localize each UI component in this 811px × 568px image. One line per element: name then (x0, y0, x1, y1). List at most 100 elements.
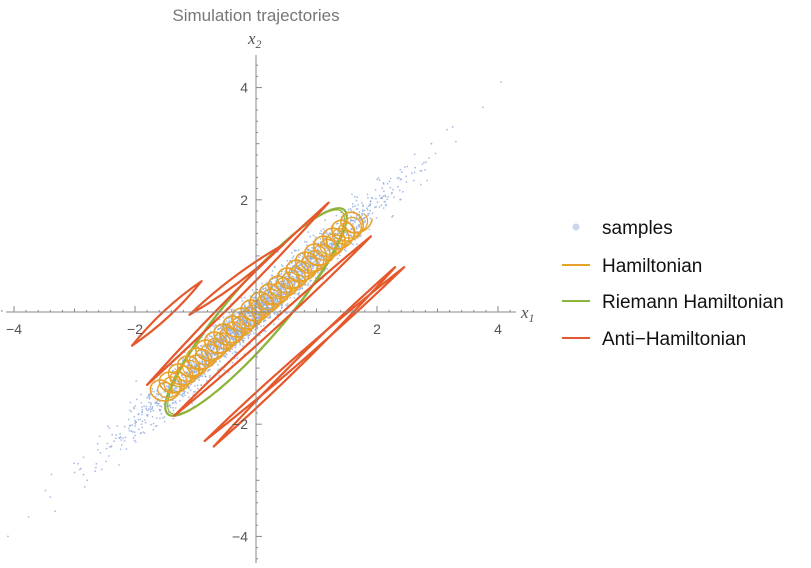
sample-point (345, 234, 348, 237)
sample-point (381, 187, 384, 190)
sample-point (197, 345, 199, 348)
sample-point (400, 178, 403, 180)
sample-point (116, 425, 119, 427)
sample-point (155, 424, 158, 427)
sample-point (110, 445, 113, 448)
sample-point (105, 447, 108, 450)
sample-point (285, 275, 287, 278)
sample-point (108, 427, 111, 429)
sample-point (328, 232, 331, 235)
sample-point (316, 248, 319, 251)
sample-point (216, 328, 219, 331)
sample-point (160, 412, 163, 415)
sample-point (350, 218, 352, 221)
sample-point (207, 337, 210, 340)
sample-point (151, 408, 153, 410)
sample-point (181, 392, 184, 395)
sample-point (329, 235, 332, 238)
sample-point (120, 444, 123, 446)
anti-hamiltonian-loop (146, 201, 330, 386)
sample-point (139, 432, 142, 435)
sample-point (96, 442, 99, 445)
sample-point (165, 385, 168, 387)
sample-point (254, 306, 256, 309)
y-tick-label: −2 (232, 416, 248, 432)
sample-point (174, 368, 177, 370)
sample-point (281, 265, 284, 267)
sample-point (7, 535, 9, 538)
sample-point (141, 426, 144, 429)
sample-point (360, 234, 362, 237)
sample-point (351, 219, 354, 222)
sample-point (229, 332, 232, 335)
sample-point (134, 441, 137, 443)
sample-point (155, 402, 158, 405)
sample-point (141, 406, 143, 408)
sample-point (274, 291, 277, 294)
sample-point (326, 268, 328, 270)
sample-point (187, 387, 190, 389)
sample-point (241, 339, 244, 342)
sample-point (154, 425, 157, 428)
sample-point (142, 431, 145, 433)
sample-point (234, 346, 237, 349)
sample-point (172, 406, 174, 409)
sample-point (148, 407, 150, 410)
sample-point (183, 390, 185, 393)
sample-point (293, 285, 296, 288)
sample-point (240, 332, 242, 334)
legend-entry-riemann-hamiltonian: Riemann Hamiltonian (562, 292, 784, 313)
sample-point (96, 449, 99, 451)
sample-point (292, 255, 295, 258)
sample-point (201, 375, 204, 377)
sample-point (307, 249, 309, 252)
sample-point (378, 179, 381, 182)
sample-point (326, 249, 329, 252)
sample-point (111, 433, 114, 436)
sample-point (295, 249, 297, 252)
sample-point (286, 259, 289, 262)
sample-point (179, 399, 181, 402)
sample-point (203, 346, 206, 348)
sample-point (313, 260, 316, 263)
sample-point (364, 219, 367, 222)
sample-point (289, 296, 292, 299)
sample-point (218, 318, 221, 321)
sample-point (160, 392, 163, 395)
sample-point (259, 334, 261, 337)
sample-point (297, 249, 300, 252)
sample-point (402, 190, 404, 193)
sample-point (228, 317, 230, 320)
sample-point (201, 361, 204, 363)
sample-point (266, 291, 269, 294)
sample-point (397, 185, 399, 188)
sample-point (193, 363, 196, 365)
sample-point (393, 196, 395, 199)
sample-point (369, 202, 372, 205)
sample-point (118, 436, 120, 439)
sample-point (149, 410, 152, 413)
sample-point (309, 257, 312, 259)
sample-point (371, 197, 374, 200)
sample-point (249, 314, 252, 317)
sample-point (175, 402, 178, 404)
sample-point (351, 193, 353, 196)
sample-point (196, 370, 198, 373)
sample-point (181, 358, 184, 361)
sample-point (314, 236, 317, 238)
sample-point (386, 198, 389, 201)
sample-point (151, 387, 154, 390)
anti-hamiltonian-loop (212, 266, 397, 448)
sample-point (226, 353, 228, 356)
sample-point (355, 199, 358, 202)
y-tick-label: −4 (232, 528, 248, 544)
sample-point (155, 395, 157, 398)
sample-point (123, 440, 126, 442)
sample-point (298, 256, 300, 259)
sample-point (222, 316, 225, 319)
sample-point (231, 331, 234, 333)
sample-point (217, 363, 220, 366)
sample-point (260, 325, 262, 328)
sample-point (135, 421, 138, 424)
sample-point (264, 319, 267, 322)
